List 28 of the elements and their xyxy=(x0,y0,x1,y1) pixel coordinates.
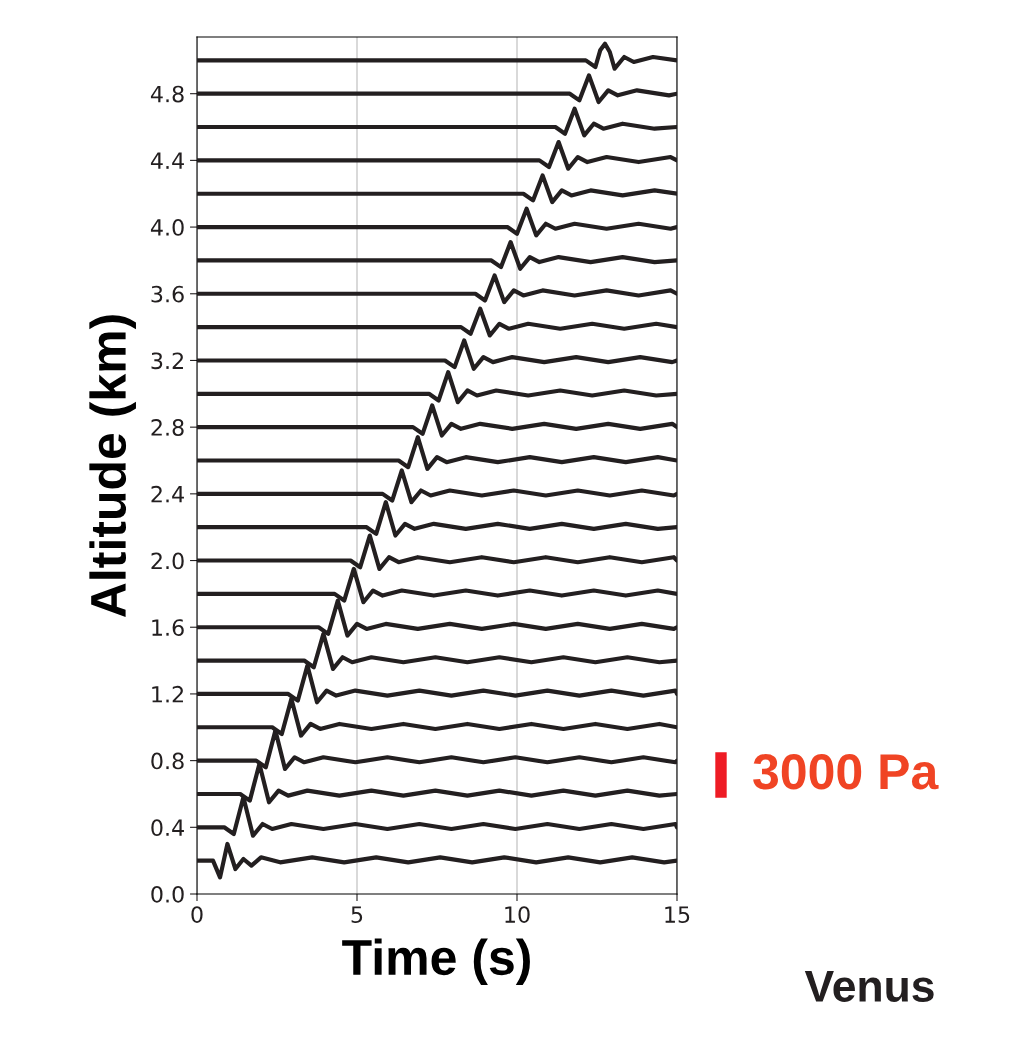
y-axis-title: Altitude (km) xyxy=(89,315,136,618)
y-tick-label: 1.6 xyxy=(152,619,184,636)
line-series xyxy=(197,173,677,205)
x-tick-label: 15 xyxy=(665,906,690,924)
line-series xyxy=(197,41,677,71)
line-series xyxy=(197,370,677,405)
y-tick-label: 2.4 xyxy=(151,485,184,503)
y-tick-label: 3.6 xyxy=(151,285,184,303)
x-tick-label: 5 xyxy=(351,906,363,924)
x-tick-label: 0 xyxy=(191,906,203,924)
line-series xyxy=(197,106,677,138)
x-axis-title: Time (s) xyxy=(342,938,530,986)
line-series xyxy=(197,306,677,338)
y-tick-label: 0.0 xyxy=(151,885,184,903)
y-tick-label: 3.2 xyxy=(151,352,183,370)
y-tick-label: 1.2 xyxy=(152,685,183,703)
y-tick-label: 4.4 xyxy=(150,152,184,169)
text: 3000 Pa xyxy=(753,754,939,790)
line-series xyxy=(197,841,677,880)
y-tick-label: 0.8 xyxy=(151,752,184,770)
y-tick-label: 0.4 xyxy=(151,819,184,837)
x-tick-label: 10 xyxy=(505,906,530,924)
y-tick-label: 4.8 xyxy=(150,85,184,103)
y-tick-label: 4.0 xyxy=(150,219,184,236)
y-tick-label: 2.8 xyxy=(151,419,184,436)
text: Venus xyxy=(804,970,934,1002)
line-series xyxy=(197,239,677,271)
y-tick-label: 2.0 xyxy=(151,552,184,570)
